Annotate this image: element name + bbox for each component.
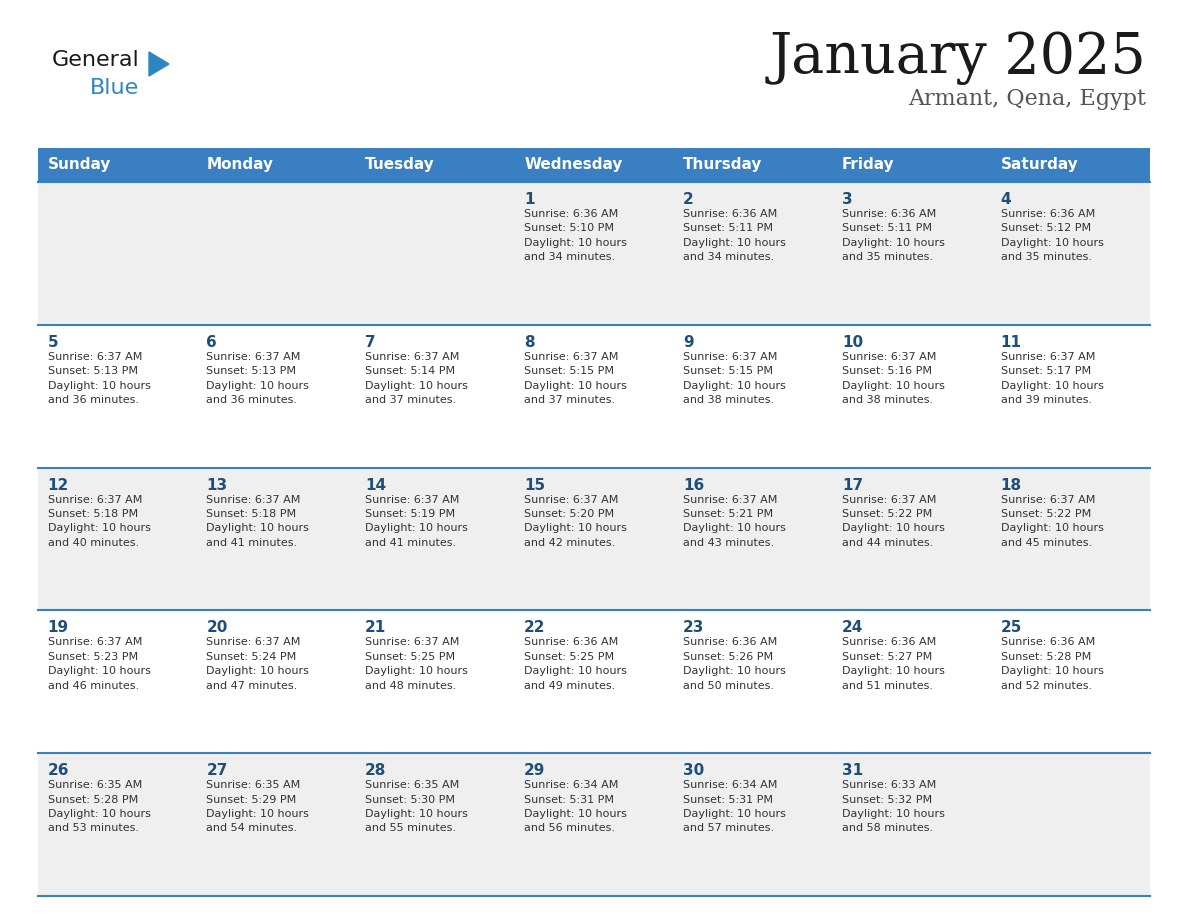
Text: Sunrise: 6:36 AM
Sunset: 5:10 PM
Daylight: 10 hours
and 34 minutes.: Sunrise: 6:36 AM Sunset: 5:10 PM Dayligh… (524, 209, 627, 263)
Text: January 2025: January 2025 (770, 30, 1146, 84)
Bar (991, 148, 1150, 182)
Text: Saturday: Saturday (1000, 158, 1079, 173)
Text: Blue: Blue (90, 78, 139, 98)
Text: 25: 25 (1000, 621, 1022, 635)
Text: 29: 29 (524, 763, 545, 778)
Text: 16: 16 (683, 477, 704, 493)
Text: 13: 13 (207, 477, 228, 493)
Text: 1: 1 (524, 192, 535, 207)
Text: Sunrise: 6:37 AM
Sunset: 5:20 PM
Daylight: 10 hours
and 42 minutes.: Sunrise: 6:37 AM Sunset: 5:20 PM Dayligh… (524, 495, 627, 548)
Text: 18: 18 (1000, 477, 1022, 493)
Text: Sunrise: 6:36 AM
Sunset: 5:11 PM
Daylight: 10 hours
and 35 minutes.: Sunrise: 6:36 AM Sunset: 5:11 PM Dayligh… (842, 209, 944, 263)
Text: 4: 4 (1000, 192, 1011, 207)
Text: Tuesday: Tuesday (365, 158, 435, 173)
Bar (38, 467, 1150, 610)
Text: 9: 9 (683, 335, 694, 350)
Text: 21: 21 (365, 621, 386, 635)
Bar (38, 182, 1150, 325)
Text: Sunrise: 6:36 AM
Sunset: 5:26 PM
Daylight: 10 hours
and 50 minutes.: Sunrise: 6:36 AM Sunset: 5:26 PM Dayligh… (683, 637, 785, 690)
Text: 3: 3 (842, 192, 853, 207)
Text: 27: 27 (207, 763, 228, 778)
Text: Sunrise: 6:37 AM
Sunset: 5:18 PM
Daylight: 10 hours
and 40 minutes.: Sunrise: 6:37 AM Sunset: 5:18 PM Dayligh… (48, 495, 151, 548)
Text: Sunrise: 6:35 AM
Sunset: 5:29 PM
Daylight: 10 hours
and 54 minutes.: Sunrise: 6:35 AM Sunset: 5:29 PM Dayligh… (207, 780, 309, 834)
Text: Sunrise: 6:35 AM
Sunset: 5:30 PM
Daylight: 10 hours
and 55 minutes.: Sunrise: 6:35 AM Sunset: 5:30 PM Dayligh… (365, 780, 468, 834)
Text: Friday: Friday (842, 158, 895, 173)
Text: Wednesday: Wednesday (524, 158, 623, 173)
Text: Sunrise: 6:36 AM
Sunset: 5:11 PM
Daylight: 10 hours
and 34 minutes.: Sunrise: 6:36 AM Sunset: 5:11 PM Dayligh… (683, 209, 785, 263)
Text: 8: 8 (524, 335, 535, 350)
Text: 26: 26 (48, 763, 69, 778)
Bar (38, 325, 1150, 467)
Text: Sunrise: 6:37 AM
Sunset: 5:13 PM
Daylight: 10 hours
and 36 minutes.: Sunrise: 6:37 AM Sunset: 5:13 PM Dayligh… (207, 352, 309, 405)
Text: Thursday: Thursday (683, 158, 763, 173)
Text: Sunrise: 6:36 AM
Sunset: 5:12 PM
Daylight: 10 hours
and 35 minutes.: Sunrise: 6:36 AM Sunset: 5:12 PM Dayligh… (1000, 209, 1104, 263)
Text: Sunday: Sunday (48, 158, 110, 173)
Text: Sunrise: 6:34 AM
Sunset: 5:31 PM
Daylight: 10 hours
and 56 minutes.: Sunrise: 6:34 AM Sunset: 5:31 PM Dayligh… (524, 780, 627, 834)
Text: 12: 12 (48, 477, 69, 493)
Bar (38, 148, 197, 182)
Text: Sunrise: 6:37 AM
Sunset: 5:13 PM
Daylight: 10 hours
and 36 minutes.: Sunrise: 6:37 AM Sunset: 5:13 PM Dayligh… (48, 352, 151, 405)
Bar (514, 148, 674, 182)
Text: Monday: Monday (207, 158, 273, 173)
Text: Sunrise: 6:37 AM
Sunset: 5:15 PM
Daylight: 10 hours
and 37 minutes.: Sunrise: 6:37 AM Sunset: 5:15 PM Dayligh… (524, 352, 627, 405)
Text: Sunrise: 6:37 AM
Sunset: 5:15 PM
Daylight: 10 hours
and 38 minutes.: Sunrise: 6:37 AM Sunset: 5:15 PM Dayligh… (683, 352, 785, 405)
Text: Sunrise: 6:37 AM
Sunset: 5:25 PM
Daylight: 10 hours
and 48 minutes.: Sunrise: 6:37 AM Sunset: 5:25 PM Dayligh… (365, 637, 468, 690)
Text: Sunrise: 6:36 AM
Sunset: 5:27 PM
Daylight: 10 hours
and 51 minutes.: Sunrise: 6:36 AM Sunset: 5:27 PM Dayligh… (842, 637, 944, 690)
Text: 7: 7 (365, 335, 375, 350)
Text: Sunrise: 6:37 AM
Sunset: 5:14 PM
Daylight: 10 hours
and 37 minutes.: Sunrise: 6:37 AM Sunset: 5:14 PM Dayligh… (365, 352, 468, 405)
Text: Sunrise: 6:33 AM
Sunset: 5:32 PM
Daylight: 10 hours
and 58 minutes.: Sunrise: 6:33 AM Sunset: 5:32 PM Dayligh… (842, 780, 944, 834)
Bar (833, 148, 991, 182)
Bar (355, 148, 514, 182)
Text: 31: 31 (842, 763, 862, 778)
Text: 28: 28 (365, 763, 386, 778)
Text: Sunrise: 6:37 AM
Sunset: 5:21 PM
Daylight: 10 hours
and 43 minutes.: Sunrise: 6:37 AM Sunset: 5:21 PM Dayligh… (683, 495, 785, 548)
Text: Sunrise: 6:37 AM
Sunset: 5:24 PM
Daylight: 10 hours
and 47 minutes.: Sunrise: 6:37 AM Sunset: 5:24 PM Dayligh… (207, 637, 309, 690)
Text: 19: 19 (48, 621, 69, 635)
Text: 14: 14 (365, 477, 386, 493)
Text: Sunrise: 6:37 AM
Sunset: 5:16 PM
Daylight: 10 hours
and 38 minutes.: Sunrise: 6:37 AM Sunset: 5:16 PM Dayligh… (842, 352, 944, 405)
Text: 30: 30 (683, 763, 704, 778)
Text: 23: 23 (683, 621, 704, 635)
Text: Sunrise: 6:36 AM
Sunset: 5:25 PM
Daylight: 10 hours
and 49 minutes.: Sunrise: 6:36 AM Sunset: 5:25 PM Dayligh… (524, 637, 627, 690)
Bar (38, 610, 1150, 753)
Text: 5: 5 (48, 335, 58, 350)
Text: Sunrise: 6:37 AM
Sunset: 5:23 PM
Daylight: 10 hours
and 46 minutes.: Sunrise: 6:37 AM Sunset: 5:23 PM Dayligh… (48, 637, 151, 690)
Text: 2: 2 (683, 192, 694, 207)
Text: 17: 17 (842, 477, 862, 493)
Bar (197, 148, 355, 182)
Text: 24: 24 (842, 621, 864, 635)
Text: Sunrise: 6:37 AM
Sunset: 5:19 PM
Daylight: 10 hours
and 41 minutes.: Sunrise: 6:37 AM Sunset: 5:19 PM Dayligh… (365, 495, 468, 548)
Bar (674, 148, 833, 182)
Polygon shape (148, 52, 169, 76)
Text: Sunrise: 6:37 AM
Sunset: 5:22 PM
Daylight: 10 hours
and 44 minutes.: Sunrise: 6:37 AM Sunset: 5:22 PM Dayligh… (842, 495, 944, 548)
Text: Sunrise: 6:37 AM
Sunset: 5:18 PM
Daylight: 10 hours
and 41 minutes.: Sunrise: 6:37 AM Sunset: 5:18 PM Dayligh… (207, 495, 309, 548)
Text: 20: 20 (207, 621, 228, 635)
Text: Sunrise: 6:37 AM
Sunset: 5:17 PM
Daylight: 10 hours
and 39 minutes.: Sunrise: 6:37 AM Sunset: 5:17 PM Dayligh… (1000, 352, 1104, 405)
Text: Sunrise: 6:34 AM
Sunset: 5:31 PM
Daylight: 10 hours
and 57 minutes.: Sunrise: 6:34 AM Sunset: 5:31 PM Dayligh… (683, 780, 785, 834)
Text: 15: 15 (524, 477, 545, 493)
Text: General: General (52, 50, 140, 70)
Text: 10: 10 (842, 335, 862, 350)
Text: 11: 11 (1000, 335, 1022, 350)
Text: 22: 22 (524, 621, 545, 635)
Text: 6: 6 (207, 335, 217, 350)
Text: Sunrise: 6:37 AM
Sunset: 5:22 PM
Daylight: 10 hours
and 45 minutes.: Sunrise: 6:37 AM Sunset: 5:22 PM Dayligh… (1000, 495, 1104, 548)
Text: Sunrise: 6:36 AM
Sunset: 5:28 PM
Daylight: 10 hours
and 52 minutes.: Sunrise: 6:36 AM Sunset: 5:28 PM Dayligh… (1000, 637, 1104, 690)
Text: Sunrise: 6:35 AM
Sunset: 5:28 PM
Daylight: 10 hours
and 53 minutes.: Sunrise: 6:35 AM Sunset: 5:28 PM Dayligh… (48, 780, 151, 834)
Bar (38, 753, 1150, 896)
Text: Armant, Qena, Egypt: Armant, Qena, Egypt (908, 88, 1146, 110)
